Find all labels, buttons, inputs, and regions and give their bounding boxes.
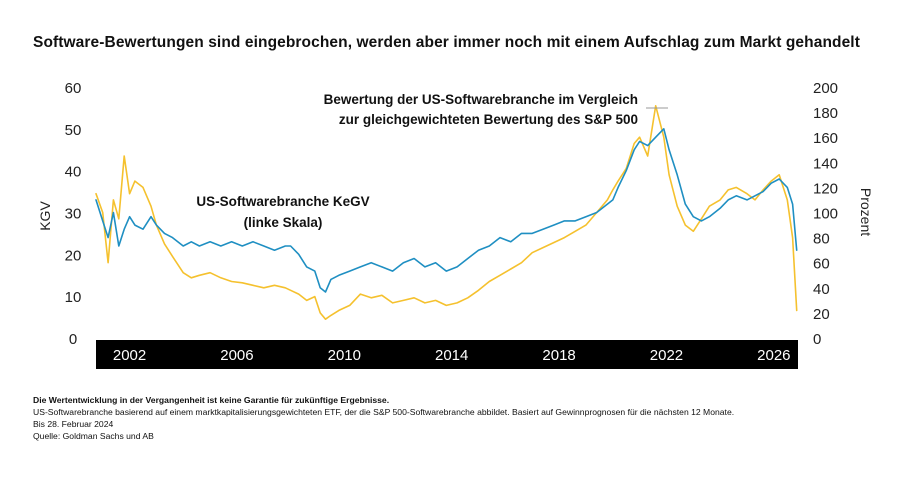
- x-tick-label: 2010: [328, 347, 361, 364]
- right-tick-label: 60: [813, 256, 830, 273]
- right-axis-label: Prozent: [858, 188, 874, 236]
- right-tick-label: 140: [813, 155, 838, 172]
- relative-valuation-line: [95, 105, 798, 321]
- left-tick-label: 10: [65, 289, 82, 306]
- left-axis-ticks: 0 10 20 30 40 50 60: [65, 80, 82, 348]
- left-tick-label: 0: [69, 331, 77, 348]
- right-tick-label: 20: [813, 306, 830, 323]
- left-tick-label: 20: [65, 247, 82, 264]
- left-tick-label: 30: [65, 206, 82, 223]
- series1-annotation-line1: US-Softwarebranche KeGV: [196, 194, 369, 209]
- footnotes: Die Wertentwicklung in der Vergangenheit…: [33, 394, 734, 442]
- right-tick-label: 160: [813, 130, 838, 147]
- chart-title: Software-Bewertungen sind eingebrochen, …: [33, 34, 860, 51]
- series1-annotation-line2: (linke Skala): [244, 215, 323, 230]
- right-tick-label: 0: [813, 331, 821, 348]
- right-tick-label: 100: [813, 206, 838, 223]
- software-pe-line: [95, 128, 798, 293]
- x-axis-ticks: 2002 2006 2010 2014 2018 2022 2026: [113, 347, 791, 364]
- left-axis-label: KGV: [37, 201, 53, 231]
- series2-annotation-line1: Bewertung der US-Softwarebranche im Verg…: [324, 92, 638, 107]
- right-tick-label: 40: [813, 281, 830, 298]
- x-axis-band: [96, 340, 798, 369]
- left-tick-label: 40: [65, 164, 82, 181]
- date-note: Bis 28. Februar 2024: [33, 419, 114, 429]
- right-tick-label: 120: [813, 180, 838, 197]
- x-tick-label: 2018: [542, 347, 575, 364]
- x-tick-label: 2006: [220, 347, 253, 364]
- x-tick-label: 2022: [650, 347, 683, 364]
- left-tick-label: 60: [65, 80, 82, 97]
- right-tick-label: 80: [813, 231, 830, 248]
- x-tick-label: 2026: [757, 347, 790, 364]
- right-axis-ticks: 0 20 40 60 80 100 120 140 160 180 200: [813, 80, 838, 348]
- series2-annotation-line2: zur gleichgewichteten Bewertung des S&P …: [339, 112, 638, 127]
- source-note: Quelle: Goldman Sachs und AB: [33, 431, 154, 441]
- line-chart: 0 10 20 30 40 50 60 0 20 40 60 80 100 120 140 160 180 20…: [37, 80, 874, 369]
- x-tick-label: 2014: [435, 347, 468, 364]
- x-tick-label: 2002: [113, 347, 146, 364]
- right-tick-label: 200: [813, 80, 838, 97]
- right-tick-label: 180: [813, 105, 838, 122]
- series-lines: [95, 105, 798, 321]
- methodology-note: US-Softwarebranche basierend auf einem m…: [33, 407, 735, 417]
- left-tick-label: 50: [65, 122, 82, 139]
- disclaimer-note: Die Wertentwicklung in der Vergangenheit…: [33, 395, 390, 405]
